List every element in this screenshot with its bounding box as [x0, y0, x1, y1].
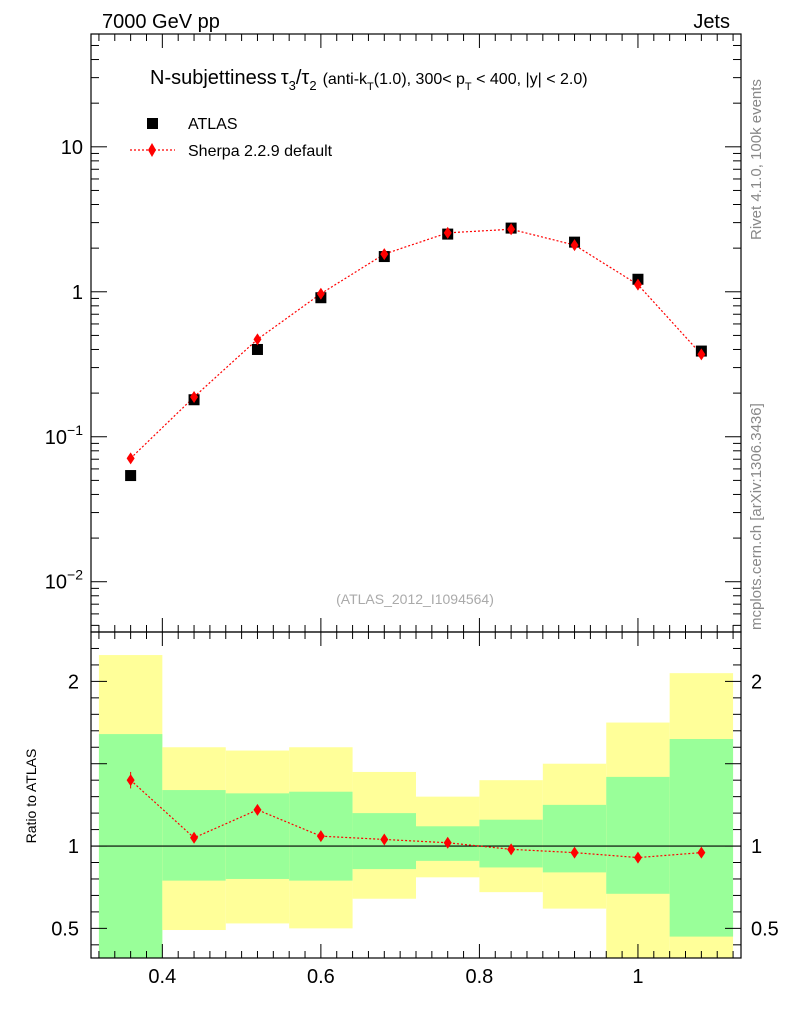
- mc-line: [130, 228, 702, 459]
- process-label: Jets: [693, 11, 730, 33]
- analysis-label: (ATLAS_2012_I1094564): [336, 591, 494, 607]
- main-ytick-base: 10: [45, 427, 67, 449]
- ratio-line: [130, 779, 702, 859]
- mc-point-0: [126, 452, 135, 465]
- plot-title: N-subjettiness τ3/τ2 (anti-kT(1.0), 300< p…: [150, 67, 588, 93]
- ratio-point-0: [126, 774, 135, 787]
- x-tick-label: 0.6: [307, 966, 335, 988]
- title-tau2: τ: [301, 67, 309, 89]
- data-point-0: [125, 470, 137, 482]
- legend-mc-label: Sherpa 2.2.9 default: [188, 143, 333, 160]
- legend-mc-marker: [148, 143, 156, 157]
- ratio-point-6: [507, 843, 516, 856]
- ratio-point-9: [697, 846, 706, 859]
- ratio-panel: 2 2 1 1 0.5 0.5: [51, 631, 779, 959]
- title-slash: /: [296, 67, 302, 89]
- main-ytick-exp: −2: [67, 567, 83, 583]
- title-sub3: 3: [289, 78, 296, 93]
- rivet-label: Rivet 4.1.0, 100k events: [748, 79, 765, 240]
- x-tick-label: 0.4: [148, 966, 176, 988]
- mc-point-6: [507, 223, 516, 236]
- title-tau3: τ: [281, 67, 289, 89]
- mc-point-2: [253, 333, 262, 346]
- ratio-series: [126, 771, 706, 864]
- legend-data-marker: [147, 118, 158, 129]
- ratio-point-7: [570, 846, 579, 859]
- ratio-point-2: [253, 803, 262, 816]
- mcplots-label: mcplots.cern.ch [arXiv:1306.3436]: [748, 403, 765, 630]
- mc-point-4: [380, 248, 389, 261]
- main-ytick-base: 10: [61, 137, 83, 159]
- ratio-uncertainty-bands: [98, 655, 734, 958]
- energy-label: 7000 GeV pp: [102, 11, 220, 33]
- main-ytick-label: 10−2: [45, 567, 83, 594]
- mc-point-8: [633, 278, 642, 291]
- title-sub2: 2: [309, 78, 316, 93]
- title-sub-t1: T: [367, 81, 374, 93]
- ratio-ylabel: Ratio to ATLAS: [23, 749, 39, 844]
- title-cuts-c: < 400, |y| < 2.0): [472, 71, 588, 88]
- x-tick-label: 1: [632, 966, 643, 988]
- main-ytick-base: 10: [45, 572, 67, 594]
- ratio-ytick-label-right: 0.5: [751, 918, 779, 940]
- title-cuts-b: (1.0), 300< p: [374, 71, 465, 88]
- ratio-ytick-label-left: 0.5: [51, 918, 79, 940]
- data-point-2: [251, 343, 263, 355]
- main-ytick-exp: −1: [67, 422, 83, 438]
- x-tick-labels: 0.4 0.6 0.8 1: [148, 966, 643, 988]
- mc-point-7: [570, 239, 579, 252]
- title-sub-t2: T: [465, 81, 472, 93]
- main-ytick-base: 1: [72, 282, 83, 304]
- ratio-point-3: [316, 830, 325, 843]
- ratio-point-8: [633, 851, 642, 864]
- ratio-point-5: [443, 836, 452, 849]
- main-series: [125, 222, 707, 482]
- legend-data-label: ATLAS: [188, 116, 238, 133]
- ratio-ytick-label-left: 2: [68, 671, 79, 693]
- ratio-ytick-label-left: 1: [68, 836, 79, 858]
- main-ytick-label: 10: [61, 137, 83, 159]
- mc-point-5: [443, 226, 452, 239]
- ratio-ytick-label-right: 2: [751, 671, 762, 693]
- ratio-point-4: [380, 833, 389, 846]
- inner-band-7: [542, 804, 607, 873]
- mc-point-3: [316, 287, 325, 300]
- title-cuts-a: (anti-k: [323, 71, 368, 88]
- inner-band-9: [669, 739, 734, 937]
- ratio-ytick-label-right: 1: [751, 836, 762, 858]
- mc-point-1: [190, 391, 199, 404]
- legend: ATLAS Sherpa 2.2.9 default: [130, 116, 333, 160]
- x-tick-label: 0.8: [466, 966, 494, 988]
- main-ytick-label: 10−1: [45, 422, 83, 449]
- ratio-point-1: [190, 831, 199, 844]
- mc-point-9: [697, 348, 706, 361]
- inner-band-8: [606, 776, 670, 894]
- main-ytick-label: 1: [72, 282, 83, 304]
- title-prefix: N-subjettiness: [150, 67, 277, 89]
